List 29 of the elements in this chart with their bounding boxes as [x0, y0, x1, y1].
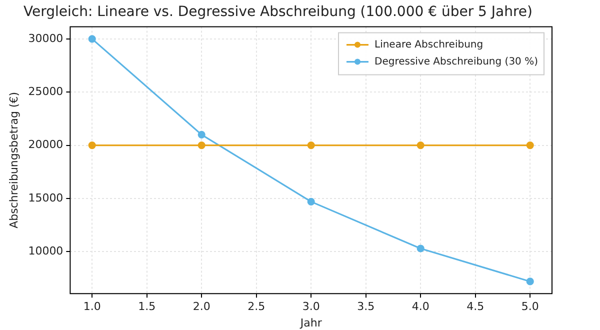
point: [416, 142, 424, 150]
chart-title: Vergleich: Lineare vs. Degressive Abschreibung (100.000 € über 5 Jahre): [24, 4, 532, 20]
y-tick-label: 20000: [28, 138, 64, 152]
point: [198, 142, 206, 150]
x-tick-label: 1.0: [83, 300, 101, 314]
point: [198, 130, 206, 138]
x-tick-label: 1.5: [138, 300, 156, 314]
y-tick-label: 15000: [28, 191, 64, 204]
x-axis-title: Jahr: [299, 316, 322, 330]
y-tick-label: 25000: [28, 84, 64, 98]
point: [416, 244, 424, 252]
x-tick-label: 4.5: [466, 300, 484, 314]
point: [307, 198, 315, 206]
point: [307, 142, 315, 150]
x-tick-label: 4.0: [412, 300, 430, 314]
x-tick-label: 3.0: [302, 300, 320, 314]
x-tick-label: 2.5: [248, 300, 266, 314]
x-tick-label: 3.5: [357, 300, 375, 314]
y-axis-title: Abschreibungsbetrag (€): [7, 92, 20, 228]
point: [526, 142, 534, 150]
x-tick-label: 2.0: [192, 300, 210, 314]
point: [526, 278, 534, 286]
legend-label: Lineare Abschreibung: [374, 39, 484, 50]
y-tick-label: 30000: [28, 32, 64, 45]
legend-label: Degressive Abschreibung (30 %): [374, 56, 538, 68]
x-tick-label: 5.0: [521, 300, 539, 314]
point: [88, 35, 96, 43]
point: [88, 142, 96, 150]
y-tick-label: 10000: [28, 244, 64, 258]
